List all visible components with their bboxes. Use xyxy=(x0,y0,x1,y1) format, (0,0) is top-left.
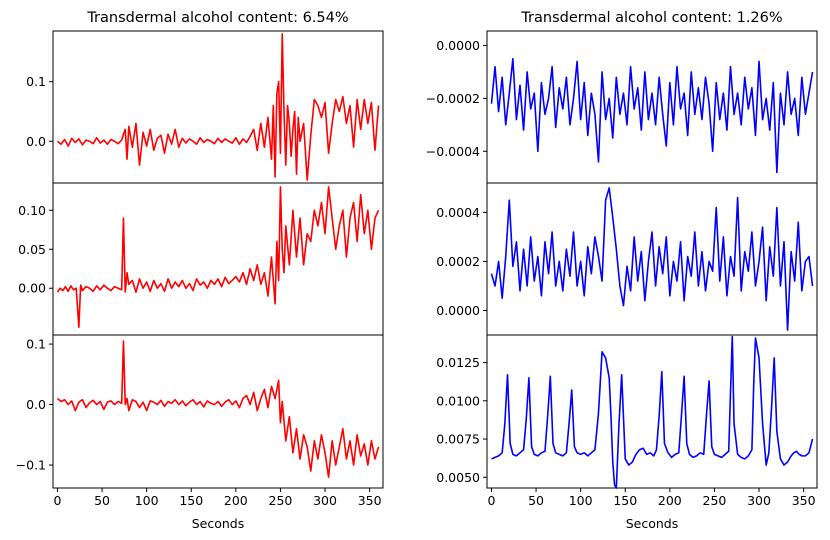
right-panel-1-y-tick-label: 0.0000 xyxy=(436,38,480,53)
right-panel-1-y-tick-label: −0.0004 xyxy=(426,144,480,159)
right-panel-1-series-line xyxy=(490,57,814,174)
right-x-tick-label: 250 xyxy=(703,493,727,508)
left-x-tick-label: 150 xyxy=(179,493,203,508)
left-x-tick-label: 250 xyxy=(269,493,293,508)
right-x-tick-label: 200 xyxy=(658,493,682,508)
left-panel-1-y-tick-label: 0.0 xyxy=(26,134,46,149)
left-panel-3-y-tick-label: 0.0 xyxy=(26,397,46,412)
left-panel-3-y-tick-label: 0.1 xyxy=(26,337,46,352)
right-panel-1-y-tick-label: −0.0002 xyxy=(426,91,480,106)
left-x-tick-label: 350 xyxy=(358,493,382,508)
right-panel-2-y-tick-label: 0.0004 xyxy=(436,205,480,220)
left-panel-2-y-tick-label: 0.00 xyxy=(18,281,46,296)
right-panel-3-y-tick-label: 0.0100 xyxy=(436,393,480,408)
right-panel-3-frame xyxy=(486,334,818,489)
left-panel-1-series-line xyxy=(56,33,380,181)
right-x-tick-label: 100 xyxy=(569,493,593,508)
left-panel-2-y-tick-label: 0.10 xyxy=(18,203,46,218)
left-panel-2-y-tick-label: 0.05 xyxy=(18,242,46,257)
right-x-tick-label: 300 xyxy=(747,493,771,508)
left-panel-3-frame xyxy=(52,334,384,489)
right-panel-3-y-tick-label: 0.0125 xyxy=(436,355,480,370)
left-x-tick-label: 100 xyxy=(135,493,159,508)
left-panel-3-series-line xyxy=(56,340,380,478)
left-column-title: Transdermal alcohol content: 6.54% xyxy=(86,10,348,26)
right-x-tick-label: 50 xyxy=(528,493,544,508)
right-panel-2-y-tick-label: 0.0000 xyxy=(436,303,480,318)
left-panel-1-y-tick-label: 0.1 xyxy=(26,74,46,89)
right-panel-2-series-line xyxy=(490,187,814,331)
right-panel-2-frame xyxy=(486,182,818,336)
left-x-tick-label: 200 xyxy=(224,493,248,508)
left-panel-1-frame xyxy=(52,30,384,184)
left-panel-2-series-line xyxy=(56,186,380,329)
right-x-axis-label: Seconds xyxy=(626,516,679,531)
right-panel-3-y-tick-label: 0.0050 xyxy=(436,470,480,485)
right-x-tick-label: 0 xyxy=(487,493,495,508)
right-panel-2-y-tick-label: 0.0002 xyxy=(436,254,480,269)
right-column-title: Transdermal alcohol content: 1.26% xyxy=(520,10,782,26)
left-x-tick-label: 0 xyxy=(53,493,61,508)
left-panel-3-y-tick-label: −0.1 xyxy=(16,458,46,473)
left-x-tick-label: 50 xyxy=(94,493,110,508)
right-panel-3-series-line xyxy=(491,335,814,489)
right-x-tick-label: 350 xyxy=(792,493,816,508)
right-panel-3-y-tick-label: 0.0075 xyxy=(436,432,480,447)
right-x-tick-label: 150 xyxy=(613,493,637,508)
left-x-axis-label: Seconds xyxy=(192,516,245,531)
left-x-tick-label: 300 xyxy=(313,493,337,508)
left-panel-2-frame xyxy=(52,182,384,336)
